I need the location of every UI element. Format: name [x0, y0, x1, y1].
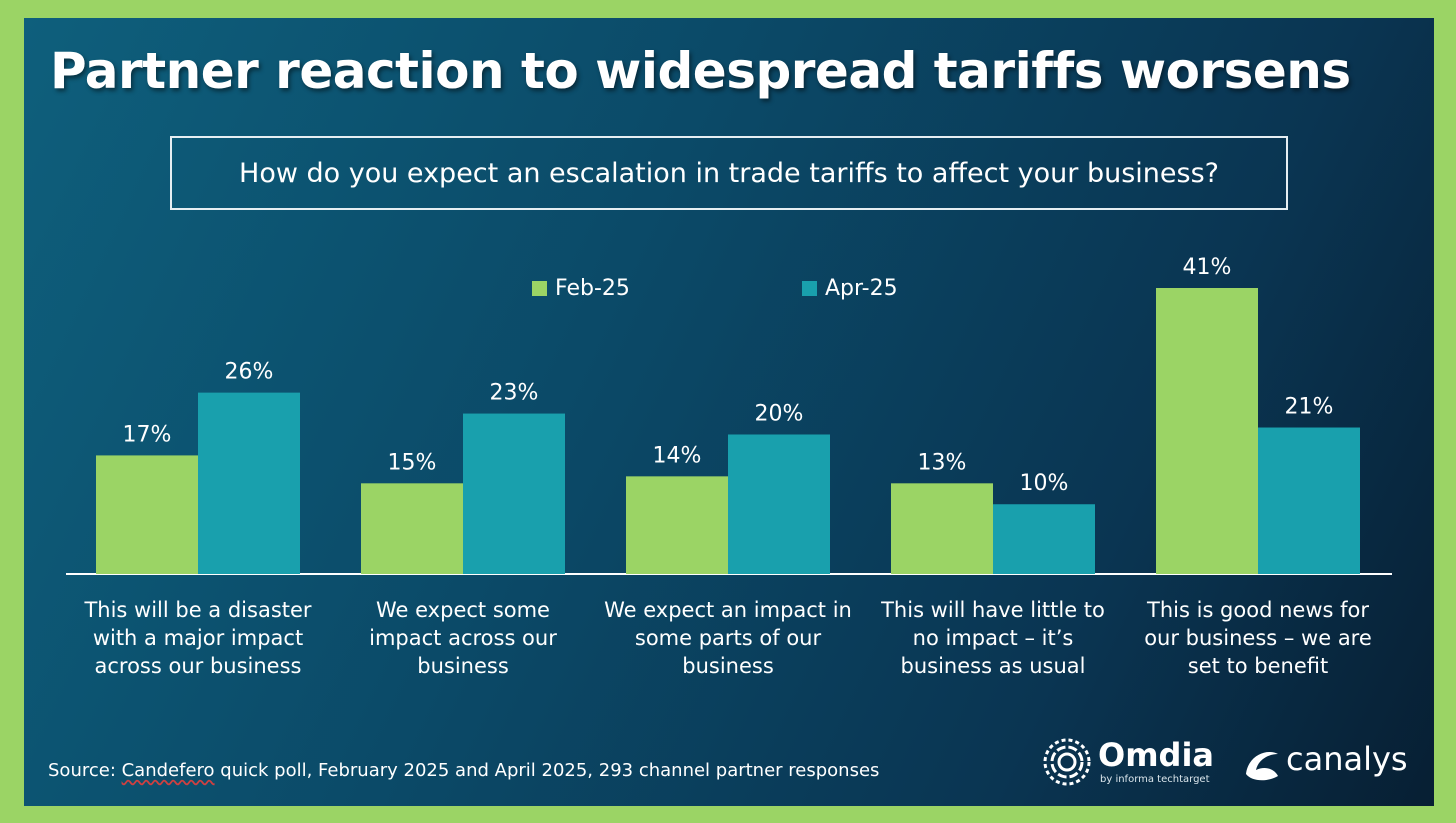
canalys-logo-icon [1246, 752, 1278, 781]
bar-apr-0 [198, 392, 300, 574]
bar-apr-3 [993, 504, 1095, 574]
data-label-feb-3: 13% [918, 450, 967, 475]
bar-feb-3 [891, 483, 993, 574]
legend-swatch-apr [802, 281, 817, 296]
legend-swatch-feb [532, 281, 547, 296]
category-label-line: We expect some [376, 598, 550, 622]
data-label-apr-2: 20% [755, 401, 804, 426]
data-label-apr-0: 26% [225, 360, 274, 385]
data-label-apr-4: 21% [1285, 395, 1334, 420]
slide: Partner reaction to widespread tariffs w… [24, 18, 1434, 806]
bar-apr-2 [728, 434, 830, 574]
canalys-logo: canalys [1242, 740, 1422, 784]
bar-feb-1 [361, 483, 463, 574]
legend-item-feb: Feb-25 [532, 276, 630, 301]
bar-chart: 17% 26% 15% 23% 14% 20% 13% 10% 41% 21% [66, 255, 1392, 575]
category-label-line: business [682, 654, 774, 678]
legend-item-apr: Apr-25 [802, 276, 898, 301]
chart-subtitle: How do you expect an escalation in trade… [239, 157, 1219, 189]
question-box: How do you expect an escalation in trade… [170, 136, 1288, 210]
data-label-apr-3: 10% [1020, 471, 1069, 496]
bar-feb-0 [96, 455, 198, 574]
category-label-1: We expect some impact across our business [338, 596, 588, 680]
legend-label-apr: Apr-25 [825, 276, 898, 301]
category-label-line: This is good news for [1147, 598, 1369, 622]
category-label-line: We expect an impact in [604, 598, 852, 622]
data-label-feb-1: 15% [388, 450, 437, 475]
omdia-logo: Omdia by informa techtarget [1040, 734, 1230, 794]
source-note: Source: Candefero quick poll, February 2… [48, 760, 879, 781]
category-label-2: We expect an impact in some parts of our b… [603, 596, 853, 680]
data-label-feb-0: 17% [123, 422, 172, 447]
bar-feb-4 [1156, 288, 1258, 574]
category-label-3: This will have little to no impact – it’s… [868, 596, 1118, 680]
category-label-line: no impact – it’s [912, 626, 1074, 650]
omdia-logo-subtext: by informa techtarget [1100, 774, 1210, 785]
chart-title: Partner reaction to widespread tariffs w… [50, 42, 1351, 100]
omdia-logo-icon [1043, 738, 1091, 786]
bar-feb-2 [626, 476, 728, 574]
source-prefix: Source: [48, 760, 122, 781]
data-label-feb-2: 14% [653, 443, 702, 468]
data-label-apr-1: 23% [490, 381, 539, 406]
omdia-logo-text: Omdia [1098, 736, 1215, 774]
category-label-4: This is good news for our business – we a… [1133, 596, 1383, 680]
category-label-line: some parts of our [634, 626, 822, 650]
category-label-line: with a major impact [92, 626, 304, 650]
source-underlined: Candefero [121, 760, 215, 781]
category-label-line: set to benefit [1187, 654, 1329, 678]
category-label-line: impact across our [369, 626, 557, 650]
category-label-line: This will have little to [881, 598, 1105, 622]
canalys-logo-text: canalys [1286, 740, 1408, 778]
category-label-line: across our business [94, 654, 302, 678]
category-label-line: our business – we are [1144, 626, 1372, 650]
category-label-0: This will be a disaster with a major impa… [73, 596, 323, 680]
source-rest: quick poll, February 2025 and April 2025… [214, 760, 880, 781]
category-label-line: This will be a disaster [84, 598, 312, 622]
category-label-line: business as usual [900, 654, 1086, 678]
bar-apr-1 [463, 413, 565, 574]
legend-label-feb: Feb-25 [555, 276, 630, 301]
data-label-feb-4: 41% [1183, 255, 1232, 280]
category-label-line: business [417, 654, 509, 678]
bar-apr-4 [1258, 427, 1360, 574]
